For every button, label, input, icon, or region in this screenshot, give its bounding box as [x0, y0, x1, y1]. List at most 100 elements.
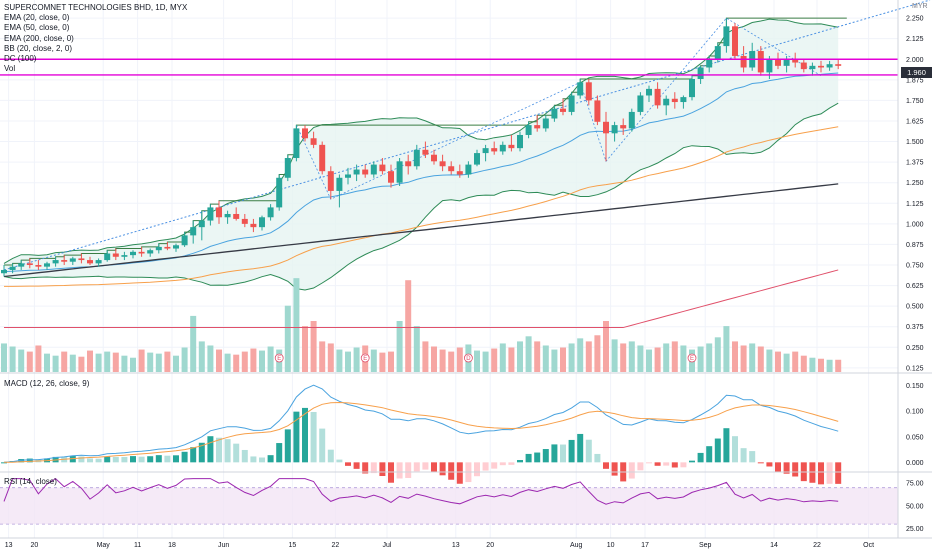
- candle-body: [766, 59, 773, 73]
- candle-body: [680, 97, 687, 103]
- macd-histogram-bar: [216, 437, 222, 463]
- macd-histogram-bar: [689, 460, 695, 463]
- candle-body: [259, 217, 265, 228]
- volume-ma-line: [4, 269, 839, 329]
- candle-body: [267, 207, 274, 218]
- x-tick-label: Jun: [218, 542, 229, 549]
- x-tick-label: 14: [770, 542, 778, 549]
- candle-body: [379, 164, 386, 172]
- volume-bar: [508, 347, 515, 372]
- macd-histogram-bar: [542, 449, 549, 463]
- candle-body: [396, 161, 403, 183]
- volume-bar: [259, 350, 265, 372]
- candle-body: [663, 98, 670, 106]
- y-tick-label: 0.375: [906, 324, 924, 331]
- macd-histogram-bar: [611, 462, 618, 476]
- horizontal-levels[interactable]: [0, 58, 898, 76]
- volume-bar: [216, 349, 222, 372]
- macd-tick-label: 0.100: [906, 409, 924, 416]
- macd-histogram-bar: [388, 462, 394, 483]
- volume-bar: [164, 351, 171, 372]
- volume-bar: [792, 351, 799, 372]
- candle-body: [542, 118, 549, 129]
- volume-bar: [293, 278, 300, 372]
- legend-ema50[interactable]: EMA (50, close, 0): [4, 23, 70, 33]
- candle-body: [482, 148, 489, 154]
- candle-body: [112, 253, 119, 257]
- volume-bar: [18, 349, 25, 372]
- volume-bar: [749, 343, 756, 372]
- candle-body: [44, 263, 50, 267]
- y-tick-label: 0.875: [906, 242, 924, 249]
- candle-body: [620, 125, 627, 129]
- y-tick-label: 1.500: [906, 139, 924, 146]
- candle-body: [637, 95, 644, 112]
- volume-bar: [448, 351, 455, 372]
- volume-bar: [112, 352, 119, 372]
- earnings-marker-label: E: [277, 356, 281, 362]
- volume-bar: [104, 351, 111, 372]
- macd-histogram-bar: [594, 453, 601, 463]
- macd-histogram-bar: [26, 458, 33, 463]
- candle-body: [319, 144, 326, 172]
- macd-histogram-bar: [637, 462, 644, 471]
- candlesticks[interactable]: [1, 18, 842, 277]
- legend-vol[interactable]: Vol: [4, 64, 16, 74]
- signal-line: [3, 401, 839, 463]
- macd-histogram-bar: [818, 462, 824, 485]
- candle-body: [18, 263, 25, 267]
- candle-body: [413, 149, 420, 167]
- y-tick-label: 2.250: [906, 16, 924, 23]
- volume-bar: [585, 341, 592, 372]
- volume-bar: [525, 336, 532, 372]
- macd-histogram-bar: [121, 456, 128, 463]
- legend-dc[interactable]: DC (100): [4, 54, 37, 64]
- candle-body: [534, 125, 541, 129]
- macd-histogram-bar: [456, 462, 463, 484]
- candle-body: [448, 166, 455, 172]
- volume-bar: [628, 341, 635, 372]
- rsi-label[interactable]: RSI (14, close): [4, 477, 57, 486]
- legend-bb[interactable]: BB (20, close, 2, 0): [4, 43, 73, 53]
- macd-histogram-bar: [379, 462, 386, 477]
- candle-body: [87, 260, 93, 264]
- candle-body: [439, 161, 446, 167]
- macd-histogram-bar: [517, 460, 523, 463]
- candle-body: [336, 177, 343, 191]
- volume-bar: [121, 355, 128, 372]
- currency-label: MYR: [912, 3, 928, 10]
- volume-bar: [388, 351, 394, 372]
- rsi-tick-label: 75.00: [906, 481, 924, 488]
- candle-body: [809, 65, 816, 70]
- candle-body: [224, 213, 231, 218]
- macd-histogram-bar: [766, 462, 773, 467]
- rsi-pane: 75.00 50.00 25.00: [0, 477, 924, 533]
- legend-ema200[interactable]: EMA (200, close, 0): [4, 33, 74, 43]
- volume-bar: [603, 321, 609, 372]
- volume-bar: [345, 351, 351, 372]
- earnings-marker-icon: [687, 353, 697, 363]
- macd-histogram-bar: [319, 428, 326, 463]
- y-tick-label: 1.875: [906, 77, 924, 84]
- volume-bar: [646, 349, 652, 372]
- volume-bar: [190, 315, 197, 372]
- macd-pane: 0.150 0.100 0.050 0.000: [1, 383, 924, 485]
- volume-bar: [310, 321, 317, 372]
- macd-histogram-bar: [706, 446, 713, 463]
- macd-label[interactable]: MACD (12, 26, close, 9): [4, 379, 90, 388]
- y-tick-label: 1.000: [906, 221, 924, 228]
- legend-ema20[interactable]: EMA (20, close, 0): [4, 13, 70, 23]
- chart-title[interactable]: SUPERCOMNET TECHNOLOGIES BHD, 1D, MYX: [4, 3, 188, 12]
- volume-bar: [181, 347, 188, 372]
- candle-body: [104, 253, 111, 261]
- macd-histogram-bar: [104, 456, 111, 463]
- y-tick-label: 1.375: [906, 160, 924, 167]
- macd-histogram-bar: [525, 453, 532, 463]
- macd-histogram-bar: [499, 462, 506, 466]
- candle-body: [181, 235, 188, 246]
- volume-bar: [740, 345, 747, 372]
- candle-body: [198, 220, 205, 228]
- macd-histogram-bar: [327, 449, 334, 463]
- macd-histogram-bar: [551, 444, 558, 463]
